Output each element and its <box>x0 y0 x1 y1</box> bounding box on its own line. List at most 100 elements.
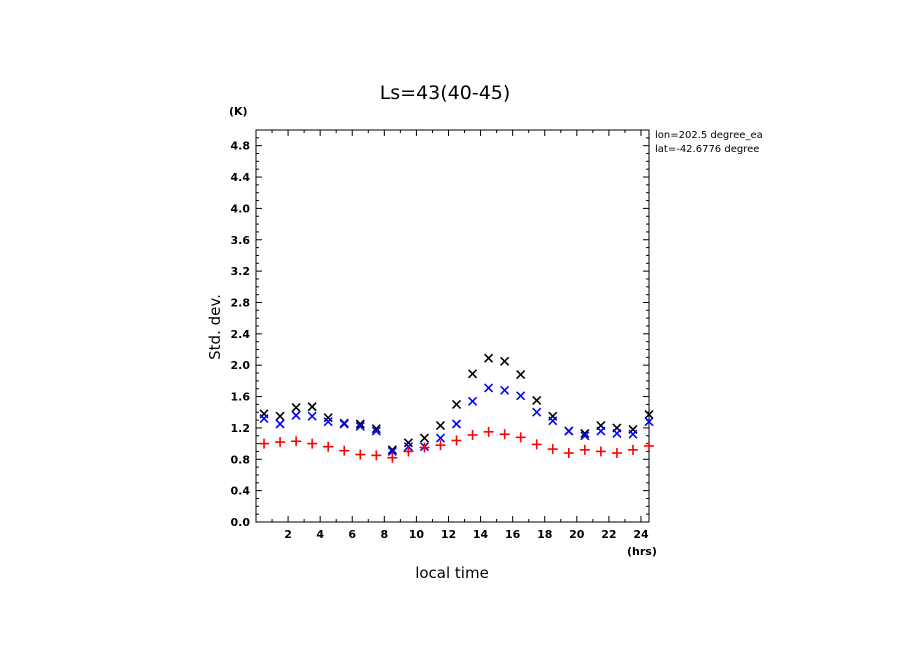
data-point-s2 <box>627 444 638 455</box>
y-tick-label: 4.4 <box>231 171 251 184</box>
x-axis-label: local time <box>415 564 489 582</box>
data-point-s0 <box>467 369 478 379</box>
ticks: 0.0 0.4 0.8 1.2 1.6 2.0 2.4 2.8 3.2 3.6 4.0 4.4 4.8 2… <box>231 129 649 541</box>
data-point-s1 <box>435 433 446 443</box>
data-point-s1 <box>500 385 510 395</box>
x-tick-label: 2 <box>284 528 292 541</box>
y-tick-label: 1.6 <box>231 391 251 404</box>
data-point-s0 <box>291 402 301 413</box>
x-tick-label: 18 <box>537 528 552 541</box>
data-point-s2 <box>644 440 654 451</box>
annotation-lon: lon=202.5 degree_ea <box>655 130 763 141</box>
data-point-s0 <box>500 356 510 366</box>
x-tick-label: 24 <box>633 528 649 541</box>
data-point-s2 <box>435 440 446 451</box>
data-point-s2 <box>403 446 414 457</box>
y-tick-label: 0.0 <box>231 516 251 529</box>
data-point-s1 <box>275 419 285 429</box>
data-point-s1 <box>387 446 397 457</box>
annotation-lat: lat=-42.6776 degree <box>655 144 759 155</box>
data-point-s2 <box>579 444 590 455</box>
y-tick-label: 2.8 <box>231 296 251 309</box>
data-point-s1 <box>644 417 654 427</box>
data-point-s2 <box>355 449 366 460</box>
data-point-s1 <box>291 410 301 420</box>
y-tick-label: 0.4 <box>231 485 251 498</box>
y-tick-label: 4.0 <box>231 202 251 215</box>
data-point-s1 <box>484 383 494 393</box>
data-point-s1 <box>580 431 590 441</box>
x-tick-label: 6 <box>348 528 356 541</box>
data-point-s1 <box>564 426 574 436</box>
data-point-s0 <box>323 413 333 423</box>
data-point-s2 <box>483 426 494 437</box>
data-point-s0 <box>387 445 397 455</box>
data-point-s0 <box>580 428 590 438</box>
x-tick-label: 10 <box>409 528 425 541</box>
data-point-s1 <box>259 413 269 424</box>
data-point-s2 <box>259 438 270 449</box>
x-tick-label: 20 <box>569 528 585 541</box>
y-tick-label: 3.6 <box>231 234 251 247</box>
x-unit-label: (hrs) <box>627 545 657 558</box>
y-tick-label: 4.8 <box>231 140 251 153</box>
data-point-s2 <box>563 448 574 459</box>
data-point-s1 <box>467 396 478 406</box>
data-point-s1 <box>532 407 542 417</box>
x-tick-label: 16 <box>505 528 521 541</box>
plot-frame <box>255 129 650 523</box>
data-point-s2 <box>275 437 286 448</box>
data-point-s0 <box>435 421 446 431</box>
chart-title: Ls=43(40-45) <box>380 82 511 104</box>
data-point-s0 <box>516 370 526 380</box>
data-point-s1 <box>628 429 638 439</box>
data-marks <box>259 353 654 463</box>
data-point-s1 <box>323 417 333 427</box>
data-point-s0 <box>307 402 317 412</box>
x-tick-label: 4 <box>316 528 324 541</box>
data-point-s2 <box>419 442 430 453</box>
data-point-s1 <box>516 391 526 401</box>
x-tick-label: 14 <box>473 528 489 541</box>
data-point-s0 <box>451 399 462 409</box>
data-point-s1 <box>355 421 365 431</box>
data-point-s0 <box>484 353 494 363</box>
data-point-s2 <box>547 444 558 455</box>
data-point-s1 <box>612 428 622 438</box>
data-point-s2 <box>515 432 526 443</box>
y-tick-label: 0.8 <box>231 453 251 466</box>
data-point-s2 <box>499 429 510 440</box>
y-unit-label: (K) <box>229 105 248 118</box>
data-point-s2 <box>531 439 542 450</box>
data-point-s1 <box>307 411 317 421</box>
data-point-s0 <box>644 410 654 420</box>
data-point-s2 <box>611 448 622 459</box>
data-point-s2 <box>307 438 318 449</box>
data-point-s1 <box>596 426 606 436</box>
y-tick-label: 2.0 <box>231 359 251 372</box>
y-axis-label: Std. dev. <box>206 294 224 360</box>
data-point-s2 <box>387 452 398 463</box>
data-point-s0 <box>371 424 381 434</box>
data-point-s1 <box>371 426 381 436</box>
data-point-s2 <box>467 429 478 440</box>
y-tick-label: 3.2 <box>231 265 251 278</box>
data-point-s0 <box>275 411 285 421</box>
y-tick-label: 2.4 <box>231 328 251 341</box>
data-point-s1 <box>451 419 462 429</box>
data-point-s2 <box>595 446 606 457</box>
data-point-s2 <box>371 450 382 461</box>
data-point-s2 <box>339 445 350 456</box>
data-point-s1 <box>548 416 558 426</box>
x-tick-label: 12 <box>441 528 456 541</box>
x-tick-label: 22 <box>601 528 616 541</box>
data-point-s0 <box>403 438 413 448</box>
data-point-s2 <box>451 435 462 446</box>
data-point-s2 <box>291 436 302 447</box>
y-tick-label: 1.2 <box>231 422 251 435</box>
data-point-s1 <box>339 419 349 429</box>
data-point-s0 <box>419 433 429 443</box>
data-point-s0 <box>532 395 542 406</box>
x-tick-label: 8 <box>380 528 388 541</box>
